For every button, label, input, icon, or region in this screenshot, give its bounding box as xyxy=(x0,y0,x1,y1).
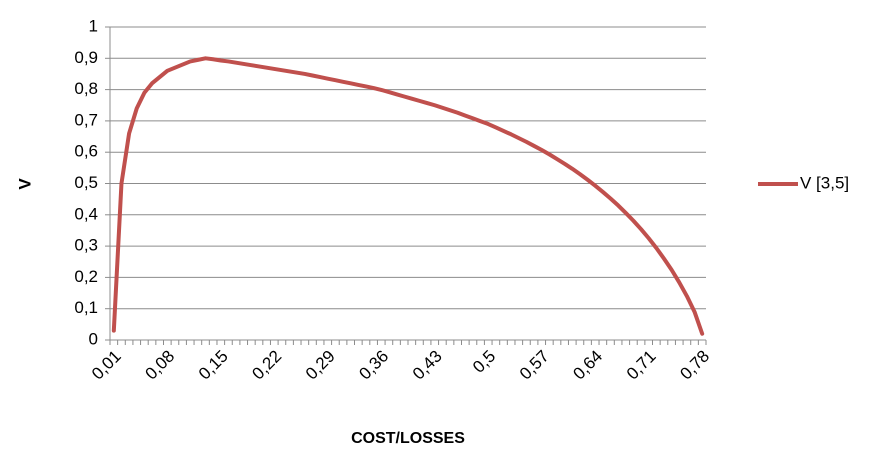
legend-label: V [3,5] xyxy=(800,173,849,192)
x-tick-label: 0,22 xyxy=(248,347,285,384)
y-tick-label: 1 xyxy=(89,16,98,35)
x-tick-label: 0,71 xyxy=(623,347,660,384)
x-tick-label: 0,64 xyxy=(569,347,606,384)
y-tick-label: 0,6 xyxy=(74,142,98,161)
x-tick-label: 0,15 xyxy=(195,347,232,384)
x-axis-title: COST/LOSSES xyxy=(351,430,465,447)
y-tick-label: 0,8 xyxy=(74,79,98,98)
x-tick-label: 0,01 xyxy=(88,347,125,384)
x-tick-label: 0,57 xyxy=(516,347,553,384)
y-tick-label: 0,7 xyxy=(74,110,98,129)
y-tick-label: 0,1 xyxy=(74,298,98,317)
x-tick-label: 0,78 xyxy=(676,347,713,384)
y-axis-title: V xyxy=(15,178,34,190)
y-tick-label: 0,3 xyxy=(74,236,98,255)
x-tick-label: 0,29 xyxy=(302,347,339,384)
series-line xyxy=(111,56,705,336)
y-tick-label: 0,2 xyxy=(74,267,98,286)
y-tick-label: 0,5 xyxy=(74,173,98,192)
y-tick-label: 0 xyxy=(89,329,98,348)
x-tick-label: 0,43 xyxy=(409,347,446,384)
x-tick-label: 0,08 xyxy=(141,347,178,384)
x-tick-label: 0,5 xyxy=(469,347,499,377)
y-tick-label: 0,4 xyxy=(74,204,98,223)
y-tick-label: 0,9 xyxy=(74,48,98,67)
x-tick-label: 0,36 xyxy=(355,347,392,384)
